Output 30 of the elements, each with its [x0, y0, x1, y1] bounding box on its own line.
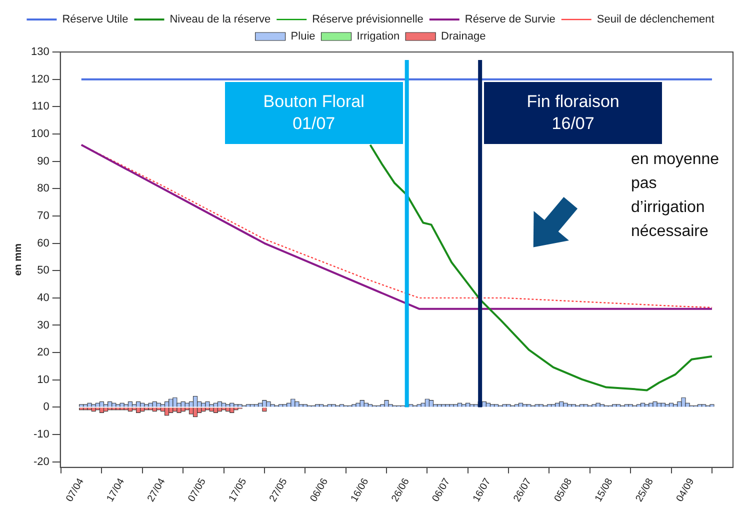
y-tick-label: 60 [37, 237, 50, 250]
y-tick-label: 130 [30, 46, 50, 58]
legend-label: Seuil de déclenchement [596, 14, 714, 26]
y-tick-label: 120 [30, 73, 50, 86]
legend-label: Réserve Utile [62, 14, 128, 26]
y-tick-label: 10 [37, 374, 50, 386]
y-tick-label: 50 [37, 264, 50, 277]
y-tick-label: 40 [37, 292, 50, 304]
y-tick-label: 90 [37, 155, 50, 168]
y-tick-label: -20 [33, 456, 50, 468]
y-axis-title: en mm [12, 243, 24, 276]
legend-label: Irrigation [356, 30, 400, 43]
callout-box: Bouton Floral 01/07 [224, 82, 403, 144]
y-tick-label: 110 [32, 100, 50, 113]
ref-line-label: Bouton Floral 01/07 [262, 91, 366, 135]
y-tick-label: 100 [30, 128, 50, 140]
y-tick-label: -10 [33, 428, 50, 441]
y-tick-label: 0 [43, 401, 50, 414]
legend-label: Pluie [290, 30, 316, 43]
y-tick-label: 70 [37, 210, 50, 222]
legend-label: Réserve prévisionnelle [312, 14, 424, 26]
legend-label: Réserve de Survie [464, 14, 556, 26]
callout-box: Fin floraison 16/07 [484, 82, 662, 144]
y-tick-label: 20 [37, 346, 50, 359]
legend-label: Niveau de la réserve [170, 14, 271, 26]
y-tick-label: 80 [37, 182, 50, 195]
legend-label: Drainage [441, 30, 486, 43]
y-tick-label: 30 [37, 319, 50, 332]
ref-line-label: Fin floraison 16/07 [526, 91, 620, 135]
annotation: en moyenne pas d’irrigation nécessaire [631, 151, 720, 240]
